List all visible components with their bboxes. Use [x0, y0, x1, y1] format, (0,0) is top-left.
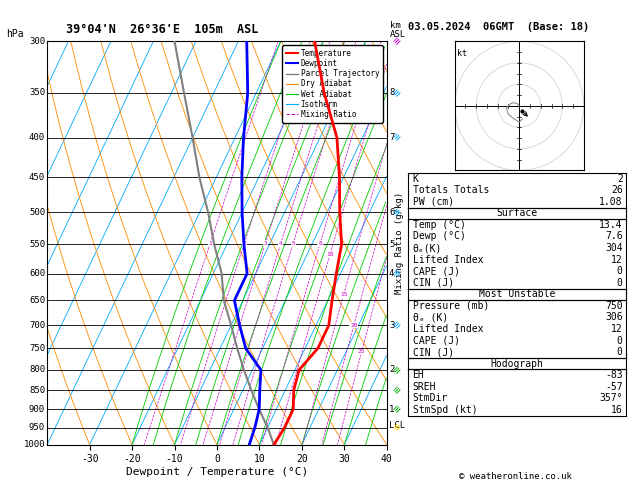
- Text: 7: 7: [389, 133, 394, 142]
- Text: Temp (°C): Temp (°C): [413, 220, 465, 230]
- Text: 300: 300: [29, 37, 45, 46]
- Text: 6: 6: [389, 208, 394, 217]
- Text: 4: 4: [279, 241, 282, 246]
- Text: 700: 700: [29, 321, 45, 330]
- Text: -83: -83: [605, 370, 623, 380]
- Text: 10: 10: [326, 252, 334, 257]
- Text: ≡: ≡: [392, 384, 403, 396]
- Text: StmDir: StmDir: [413, 393, 448, 403]
- Text: Hodograph: Hodograph: [490, 359, 543, 369]
- Text: ≡: ≡: [392, 35, 403, 47]
- Text: CAPE (J): CAPE (J): [413, 335, 460, 346]
- Text: km
ASL: km ASL: [390, 21, 406, 39]
- Text: 1: 1: [389, 405, 394, 414]
- Text: 900: 900: [29, 405, 45, 414]
- Text: 26: 26: [611, 185, 623, 195]
- Text: 850: 850: [29, 386, 45, 395]
- Text: -57: -57: [605, 382, 623, 392]
- Text: 550: 550: [29, 240, 45, 249]
- Text: EH: EH: [413, 370, 425, 380]
- Text: ≡: ≡: [392, 319, 403, 331]
- Text: CIN (J): CIN (J): [413, 347, 454, 357]
- Text: 20: 20: [350, 323, 358, 328]
- Text: Dewp (°C): Dewp (°C): [413, 231, 465, 242]
- Text: 2: 2: [617, 174, 623, 184]
- Text: CIN (J): CIN (J): [413, 278, 454, 288]
- Text: 800: 800: [29, 365, 45, 374]
- Text: 7.6: 7.6: [605, 231, 623, 242]
- Text: 8: 8: [389, 88, 394, 98]
- Text: 1000: 1000: [23, 440, 45, 449]
- Text: 0: 0: [617, 335, 623, 346]
- Text: 304: 304: [605, 243, 623, 253]
- Text: ≡: ≡: [392, 421, 403, 434]
- Text: 500: 500: [29, 208, 45, 217]
- Text: 350: 350: [29, 88, 45, 98]
- Text: Surface: Surface: [496, 208, 537, 218]
- Text: 4: 4: [389, 269, 394, 278]
- Text: 750: 750: [605, 301, 623, 311]
- Text: 03.05.2024  06GMT  (Base: 18): 03.05.2024 06GMT (Base: 18): [408, 21, 589, 32]
- Text: Lifted Index: Lifted Index: [413, 255, 483, 264]
- Text: Totals Totals: Totals Totals: [413, 185, 489, 195]
- Text: 600: 600: [29, 269, 45, 278]
- Text: 1.08: 1.08: [599, 197, 623, 207]
- Text: 650: 650: [29, 296, 45, 305]
- Text: 750: 750: [29, 344, 45, 353]
- Text: ≡: ≡: [392, 87, 403, 99]
- Text: ≡: ≡: [392, 364, 403, 376]
- Text: Most Unstable: Most Unstable: [479, 289, 555, 299]
- Text: 0: 0: [617, 278, 623, 288]
- Text: SREH: SREH: [413, 382, 436, 392]
- Text: 950: 950: [29, 423, 45, 432]
- Text: 0: 0: [617, 266, 623, 276]
- Text: 12: 12: [611, 255, 623, 264]
- Text: © weatheronline.co.uk: © weatheronline.co.uk: [459, 472, 572, 481]
- Text: ≡: ≡: [392, 207, 403, 218]
- Text: 15: 15: [340, 292, 347, 297]
- Text: 13.4: 13.4: [599, 220, 623, 230]
- Text: ≡: ≡: [392, 132, 403, 144]
- Text: θₑ (K): θₑ (K): [413, 312, 448, 322]
- Legend: Temperature, Dewpoint, Parcel Trajectory, Dry Adiabat, Wet Adiabat, Isotherm, Mi: Temperature, Dewpoint, Parcel Trajectory…: [282, 45, 383, 122]
- Text: Lifted Index: Lifted Index: [413, 324, 483, 334]
- Text: 306: 306: [605, 312, 623, 322]
- Text: K: K: [413, 174, 418, 184]
- Text: 357°: 357°: [599, 393, 623, 403]
- Text: 5: 5: [389, 240, 394, 249]
- Text: 8: 8: [318, 241, 322, 246]
- Text: LCL: LCL: [389, 420, 405, 430]
- Text: Mixing Ratio (g/kg): Mixing Ratio (g/kg): [395, 192, 404, 294]
- Text: 2: 2: [242, 241, 246, 246]
- Text: CAPE (J): CAPE (J): [413, 266, 460, 276]
- Text: hPa: hPa: [6, 29, 24, 39]
- Text: 39°04'N  26°36'E  105m  ASL: 39°04'N 26°36'E 105m ASL: [66, 23, 259, 36]
- Text: 5: 5: [291, 241, 295, 246]
- Text: 1: 1: [208, 241, 212, 246]
- Text: 2: 2: [389, 365, 394, 374]
- Text: 25: 25: [358, 349, 365, 354]
- Text: StmSpd (kt): StmSpd (kt): [413, 405, 477, 415]
- Text: kt: kt: [457, 49, 467, 58]
- Text: 12: 12: [611, 324, 623, 334]
- X-axis label: Dewpoint / Temperature (°C): Dewpoint / Temperature (°C): [126, 467, 308, 477]
- Text: 3: 3: [389, 321, 394, 330]
- Text: Pressure (mb): Pressure (mb): [413, 301, 489, 311]
- Text: 0: 0: [617, 347, 623, 357]
- Text: ≡: ≡: [392, 268, 403, 279]
- Text: 3: 3: [264, 241, 267, 246]
- Text: 450: 450: [29, 173, 45, 182]
- Text: PW (cm): PW (cm): [413, 197, 454, 207]
- Text: 400: 400: [29, 133, 45, 142]
- Text: ≡: ≡: [392, 403, 403, 416]
- Text: 16: 16: [611, 405, 623, 415]
- Text: θₑ(K): θₑ(K): [413, 243, 442, 253]
